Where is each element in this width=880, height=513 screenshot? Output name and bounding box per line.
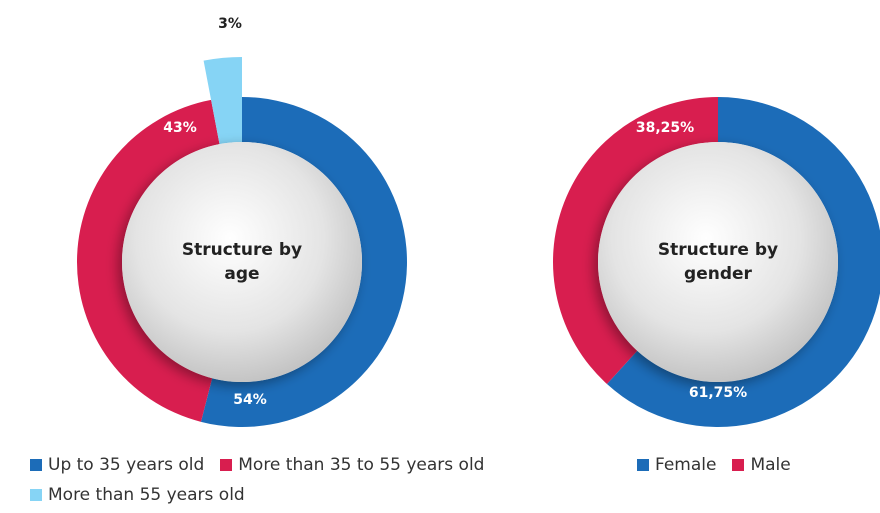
legend: Up to 35 years old More than 35 to 55 yea… [30,455,630,505]
legend-label: Female [655,455,717,475]
value-label: 38,25% [636,120,694,136]
value-label: 61,75% [689,385,747,401]
legend-item: Male [732,455,791,475]
legend-label: More than 35 to 55 years old [238,455,485,475]
legend-swatch [220,459,233,471]
legend-label: More than 55 years old [48,485,245,505]
slice [203,57,242,145]
legend-swatch [732,459,745,471]
legend-swatch [637,459,649,471]
donut-hole [122,142,362,382]
legend-item: Female [637,455,716,475]
donut-hole [598,142,838,382]
legend: Female Male [637,455,877,475]
legend-label: Male [750,455,791,475]
value-label: 43% [163,120,197,136]
legend-item: Up to 35 years old [30,455,204,475]
slice [552,96,718,385]
center-label: Structure by age [181,240,303,284]
legend-swatch [30,459,42,471]
legend-label: Up to 35 years old [48,455,205,475]
slice [200,97,408,427]
legend-swatch [30,489,42,501]
value-label: 3% [218,16,242,32]
center-label: Structure by gender [657,240,779,284]
value-label: 54% [233,392,267,408]
slice [77,99,220,422]
slice [606,97,880,427]
legend-item: More than 35 to 55 years old [220,455,484,475]
legend-item: More than 55 years old [30,485,245,505]
